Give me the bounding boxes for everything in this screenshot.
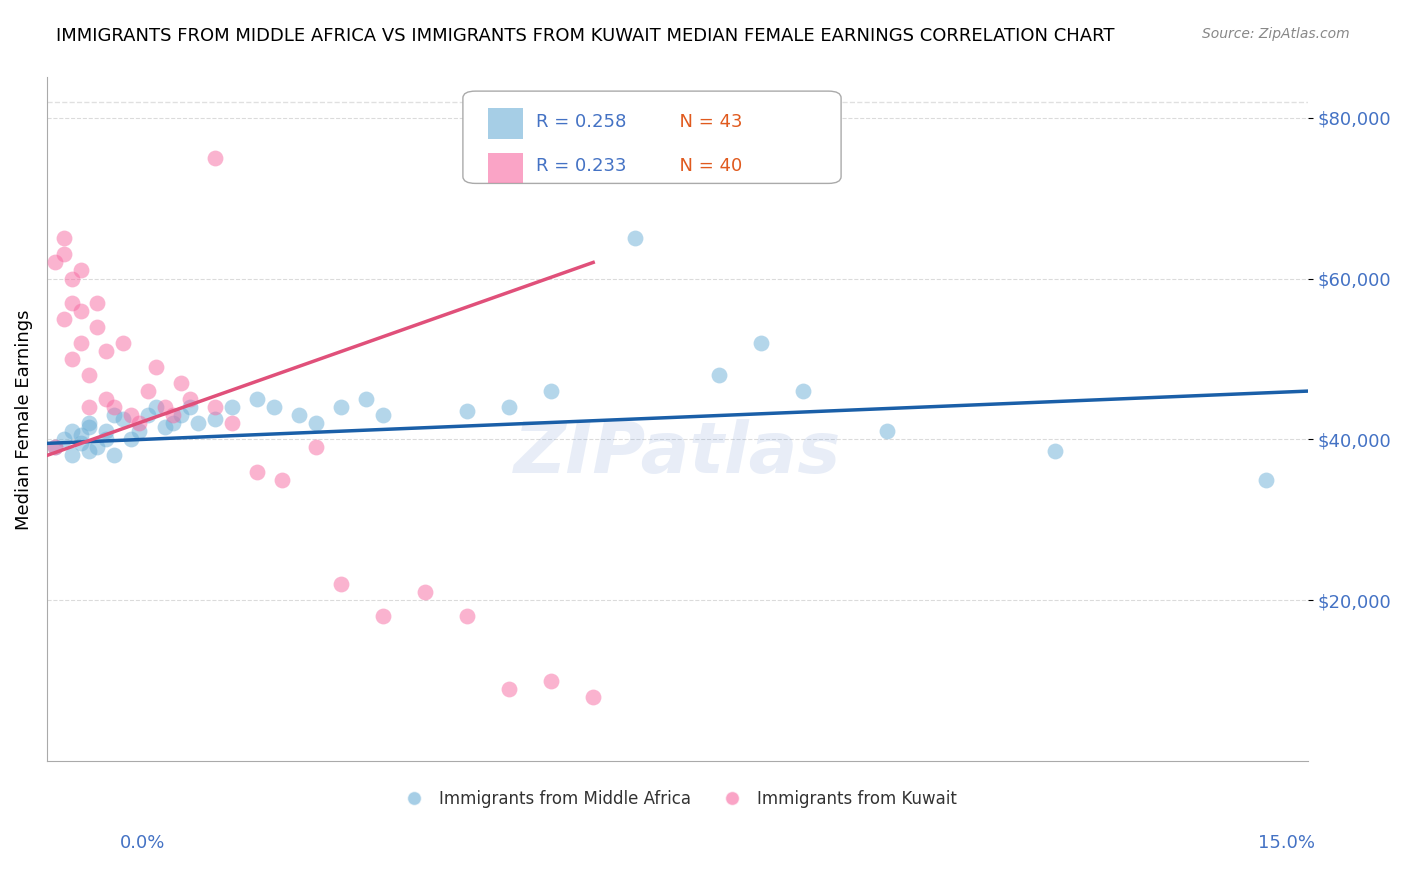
Point xyxy=(221,417,243,431)
Point xyxy=(305,417,328,431)
Point xyxy=(153,400,176,414)
Text: N = 43: N = 43 xyxy=(668,113,742,131)
Point xyxy=(44,255,66,269)
Point xyxy=(111,335,134,350)
Point xyxy=(145,359,167,374)
Point xyxy=(69,303,91,318)
Point xyxy=(103,449,125,463)
Point xyxy=(103,409,125,423)
Point xyxy=(246,465,269,479)
Point xyxy=(187,417,209,431)
Point xyxy=(120,433,142,447)
Point xyxy=(44,441,66,455)
Point xyxy=(170,376,193,390)
Point xyxy=(69,335,91,350)
Legend: Immigrants from Middle Africa, Immigrants from Kuwait: Immigrants from Middle Africa, Immigrant… xyxy=(391,783,965,814)
Point xyxy=(540,384,562,398)
Point xyxy=(179,392,201,406)
Point xyxy=(330,577,353,591)
Point xyxy=(179,400,201,414)
Point xyxy=(77,420,100,434)
Point xyxy=(69,436,91,450)
Point xyxy=(456,609,478,624)
Point xyxy=(145,400,167,414)
Point xyxy=(749,335,772,350)
Point xyxy=(60,295,83,310)
Point xyxy=(77,417,100,431)
Point xyxy=(52,247,75,261)
Point xyxy=(162,409,184,423)
Point xyxy=(128,417,150,431)
Point xyxy=(69,428,91,442)
Point xyxy=(52,311,75,326)
Point xyxy=(204,151,226,165)
Point xyxy=(354,392,377,406)
Point xyxy=(371,609,394,624)
Text: IMMIGRANTS FROM MIDDLE AFRICA VS IMMIGRANTS FROM KUWAIT MEDIAN FEMALE EARNINGS C: IMMIGRANTS FROM MIDDLE AFRICA VS IMMIGRA… xyxy=(56,27,1115,45)
Point xyxy=(498,400,520,414)
Point xyxy=(120,409,142,423)
Point xyxy=(94,425,117,439)
Point xyxy=(77,368,100,382)
Point xyxy=(103,400,125,414)
Point xyxy=(456,404,478,418)
Point xyxy=(94,433,117,447)
Point xyxy=(153,420,176,434)
Y-axis label: Median Female Earnings: Median Female Earnings xyxy=(15,309,32,530)
Point xyxy=(498,681,520,696)
Point xyxy=(60,271,83,285)
Point xyxy=(86,441,108,455)
Point xyxy=(271,473,294,487)
Point xyxy=(60,425,83,439)
Point xyxy=(52,231,75,245)
Point xyxy=(94,343,117,358)
Point xyxy=(624,231,647,245)
Text: 0.0%: 0.0% xyxy=(120,834,165,852)
Point xyxy=(1254,473,1277,487)
Text: R = 0.258: R = 0.258 xyxy=(536,113,627,131)
Point xyxy=(330,400,353,414)
Point xyxy=(1045,444,1067,458)
FancyBboxPatch shape xyxy=(488,153,523,184)
Point xyxy=(60,449,83,463)
Point xyxy=(876,425,898,439)
Text: Source: ZipAtlas.com: Source: ZipAtlas.com xyxy=(1202,27,1350,41)
Point xyxy=(305,441,328,455)
Point xyxy=(263,400,285,414)
Point xyxy=(136,409,159,423)
Point xyxy=(246,392,269,406)
Point xyxy=(221,400,243,414)
Point xyxy=(136,384,159,398)
Point xyxy=(371,409,394,423)
Point xyxy=(94,392,117,406)
Point xyxy=(60,351,83,366)
Point xyxy=(69,263,91,277)
FancyBboxPatch shape xyxy=(463,91,841,184)
Point xyxy=(540,673,562,688)
Point xyxy=(111,412,134,426)
Point xyxy=(170,409,193,423)
Point xyxy=(204,400,226,414)
Point xyxy=(86,319,108,334)
Point xyxy=(204,412,226,426)
Point xyxy=(582,690,605,704)
Point xyxy=(162,417,184,431)
Text: ZIPatlas: ZIPatlas xyxy=(513,419,841,488)
FancyBboxPatch shape xyxy=(488,108,523,139)
Point xyxy=(77,400,100,414)
Point xyxy=(44,441,66,455)
Point xyxy=(86,295,108,310)
Point xyxy=(52,433,75,447)
Point xyxy=(413,585,436,599)
Text: 15.0%: 15.0% xyxy=(1257,834,1315,852)
Point xyxy=(288,409,311,423)
Point xyxy=(128,425,150,439)
Point xyxy=(709,368,731,382)
Point xyxy=(77,444,100,458)
Text: N = 40: N = 40 xyxy=(668,157,742,176)
Point xyxy=(792,384,814,398)
Text: R = 0.233: R = 0.233 xyxy=(536,157,627,176)
